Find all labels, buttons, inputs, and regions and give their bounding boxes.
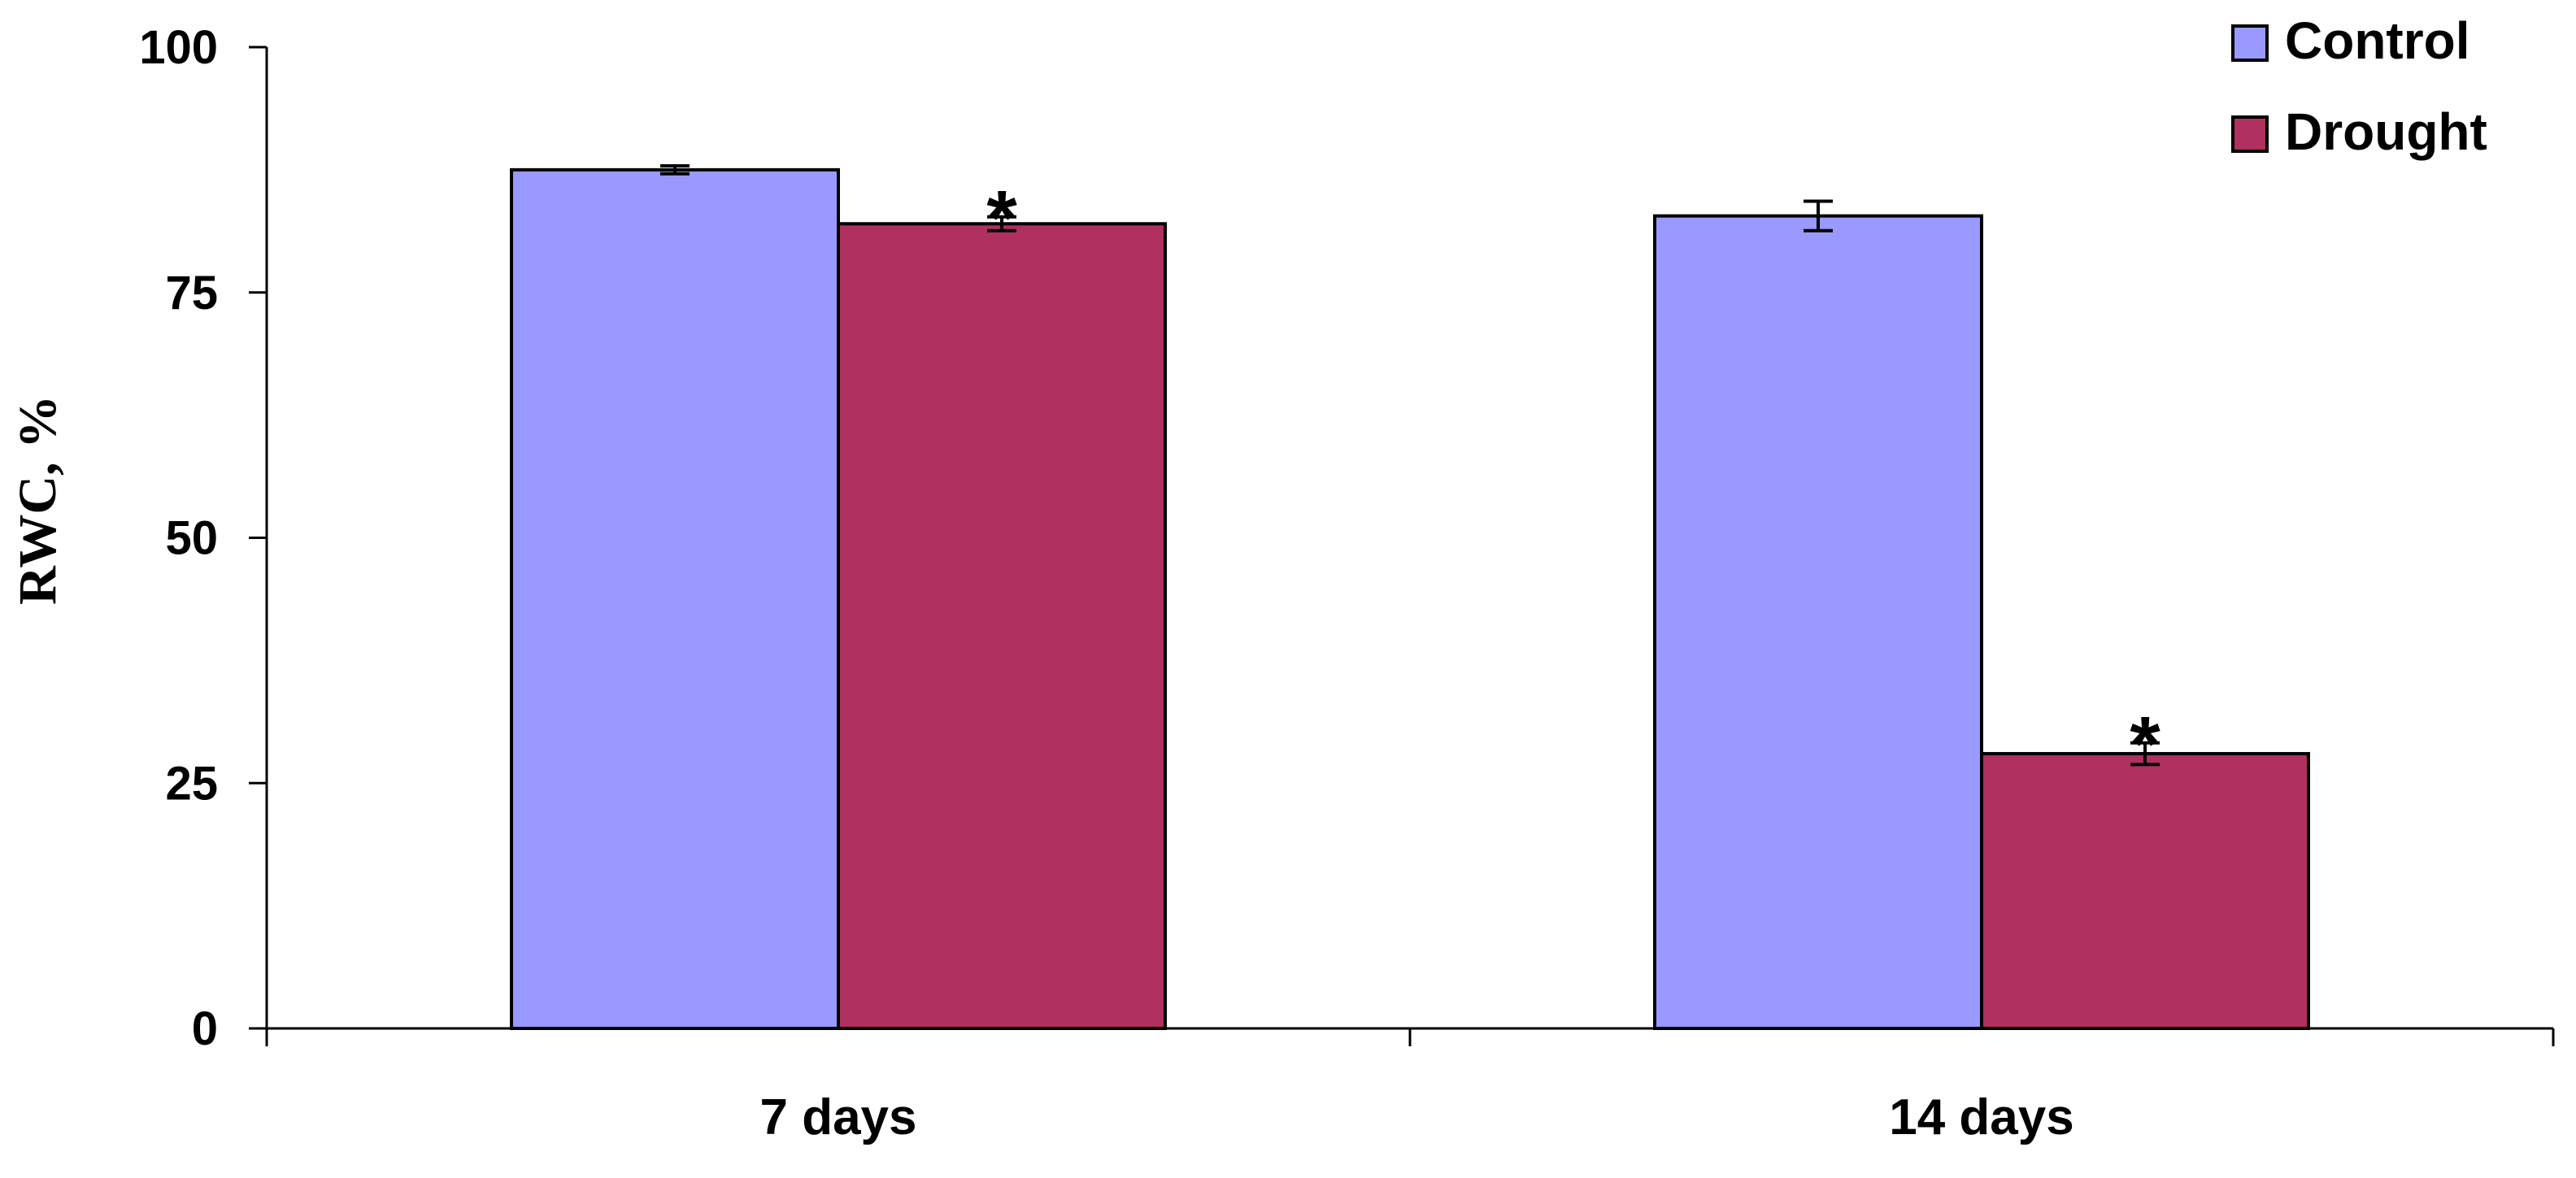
y-axis-title: RWC, % <box>8 395 67 605</box>
y-tick-label: 50 <box>165 512 218 565</box>
bar-drought-2 <box>1980 752 2310 1030</box>
labels: 0 25 50 75 100 * 7 days * 14 days <box>139 21 2160 1145</box>
y-tick-label: 0 <box>192 1002 218 1055</box>
legend-label-drought: Drought <box>2285 102 2487 161</box>
error-bars <box>660 164 2160 767</box>
bar-drought-1 <box>837 222 1167 1030</box>
legend-label-control: Control <box>2285 11 2470 70</box>
y-tick-label: 75 <box>165 267 218 319</box>
legend-swatch-control <box>2231 24 2269 62</box>
significance-marker: * <box>986 175 1017 262</box>
y-tick-label: 25 <box>165 757 218 810</box>
x-category-label: 7 days <box>759 1089 916 1145</box>
bar-control-1 <box>510 167 840 1030</box>
x-category-label: 14 days <box>1889 1089 2074 1145</box>
significance-marker: * <box>2130 701 2160 788</box>
y-tick-label: 100 <box>139 21 218 74</box>
legend: Control Drought <box>2231 11 2487 161</box>
legend-swatch-drought <box>2231 115 2269 153</box>
bar-control-2 <box>1653 214 1983 1030</box>
bars <box>510 167 2310 1030</box>
